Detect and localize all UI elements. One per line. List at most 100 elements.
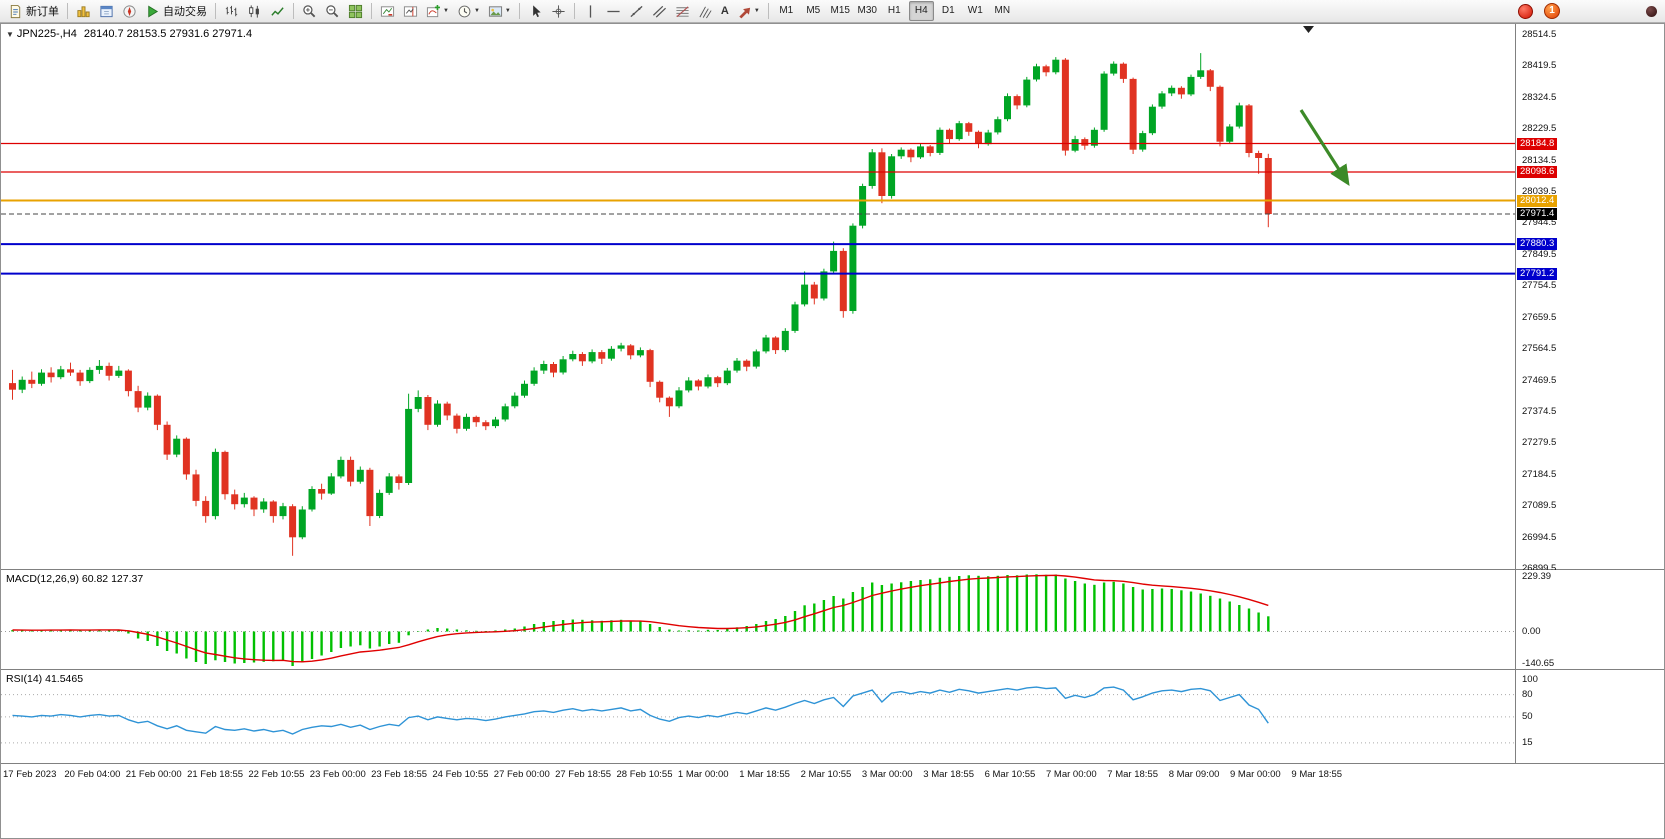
timeframe-bar: M1 M5 M15 M30 H1 H4 D1 W1 MN <box>773 1 1016 21</box>
time-axis-label: 27 Feb 18:55 <box>555 769 612 780</box>
cursor-icon <box>533 4 541 17</box>
time-axis-label: 23 Feb 00:00 <box>309 769 366 780</box>
time-axis-label: 21 Feb 00:00 <box>125 769 182 780</box>
time-axis-label: 1 Mar 00:00 <box>677 769 729 780</box>
price-axis-label: 28514.5 <box>1522 28 1557 40</box>
rsi-value: 41.5465 <box>45 673 84 685</box>
tile-windows-button[interactable] <box>345 1 366 21</box>
trend-arrow-annotation <box>1299 109 1350 187</box>
price-chart[interactable] <box>1 24 1516 569</box>
time-axis-label: 9 Mar 18:55 <box>1291 769 1343 780</box>
data-window-button[interactable] <box>96 1 117 21</box>
chart-shift-button[interactable] <box>400 1 421 21</box>
macd-chart[interactable] <box>1 570 1516 669</box>
auto-scroll-button[interactable] <box>377 1 398 21</box>
line-chart-button[interactable] <box>267 1 288 21</box>
timeframe-button-m1[interactable]: M1 <box>779 5 794 16</box>
time-axis-label: 3 Mar 18:55 <box>923 769 974 780</box>
market-watch-icon <box>77 5 90 17</box>
vertical-line-button[interactable] <box>580 1 601 21</box>
macd-axis[interactable]: 229.39 0.00 -140.65 <box>1515 570 1664 669</box>
candlestick-chart-button[interactable] <box>244 1 265 21</box>
time-axis[interactable]: 17 Feb 2023 20 Feb 04:00 21 Feb 00:00 21 Fe… <box>1 764 1664 788</box>
time-axis-label: 2 Mar 10:55 <box>800 769 852 780</box>
timeframe-button-mn[interactable]: MN <box>994 5 1011 16</box>
market-watch-button[interactable] <box>73 1 94 21</box>
symbol-period-label: JPN225-,H4 <box>16 28 77 40</box>
zoom-out-button[interactable] <box>322 1 343 21</box>
new-order-button[interactable]: 新订单 <box>5 1 62 21</box>
ohlc-values: 28140.7 28153.5 27931.6 27971.4 <box>83 28 253 40</box>
autotrading-button[interactable]: 自动交易 <box>142 1 210 21</box>
chevron-down-icon: ▼ <box>443 8 449 14</box>
time-axis-label: 6 Mar 10:55 <box>984 769 1036 780</box>
time-axis-label: 3 Mar 00:00 <box>861 769 913 780</box>
fibonacci-button[interactable] <box>672 1 693 21</box>
timeframe-button-w1[interactable]: W1 <box>967 5 983 16</box>
time-axis-label: 7 Mar 18:55 <box>1107 769 1158 780</box>
macd-signal-value: 127.37 <box>111 573 144 585</box>
time-axis-label: 28 Feb 10:55 <box>616 769 673 780</box>
channel-button[interactable] <box>649 1 670 21</box>
chart-window: 28514.5 28419.5 28324.5 28229.5 28134.5 28039… <box>0 23 1665 839</box>
pitchfork-button[interactable] <box>695 1 716 21</box>
navigator-icon <box>123 4 136 18</box>
autotrading-label: 自动交易 <box>163 6 207 18</box>
rsi-axis-label: 100 <box>1522 674 1538 686</box>
price-tag: 27880.3 <box>1517 238 1558 251</box>
periods-button[interactable]: ▼ <box>454 1 483 21</box>
timeframe-button-d1[interactable]: D1 <box>941 5 955 16</box>
toolbar-separator <box>215 3 216 19</box>
crosshair-button[interactable] <box>548 1 569 21</box>
timeframe-button-h1[interactable]: H1 <box>887 5 901 16</box>
price-axis-label: 27184.5 <box>1522 468 1557 480</box>
price-axis-label: 28324.5 <box>1522 91 1557 103</box>
price-axis-label: 27754.5 <box>1522 280 1557 292</box>
horizontal-line-button[interactable] <box>603 1 624 21</box>
overflow-icon[interactable] <box>1646 5 1657 17</box>
time-axis-label: 7 Mar 00:00 <box>1046 769 1097 780</box>
macd-value: 60.82 <box>81 573 109 585</box>
rsi-chart[interactable] <box>1 670 1516 763</box>
cursor-button[interactable] <box>525 1 546 21</box>
price-axis-label: 28229.5 <box>1522 123 1557 135</box>
candlestick-chart-icon <box>249 4 259 18</box>
price-axis-label: 27469.5 <box>1522 374 1557 386</box>
zoom-in-button[interactable] <box>299 1 320 21</box>
symbol-dropdown-icon[interactable]: ▼ <box>6 30 14 39</box>
bar-chart-button[interactable] <box>221 1 242 21</box>
trendline-button[interactable] <box>626 1 647 21</box>
templates-icon <box>488 5 502 17</box>
price-axis-label: 27374.5 <box>1522 405 1557 417</box>
toolbar-right: 1 <box>1518 3 1661 19</box>
rsi-axis[interactable]: 100 80 50 15 <box>1515 670 1664 763</box>
alert-icon[interactable] <box>1518 3 1533 19</box>
price-axis-label: 27564.5 <box>1522 343 1557 355</box>
timeframe-button-h4[interactable]: H4 <box>908 1 934 21</box>
timeframe-button-m15[interactable]: M15 <box>830 5 850 16</box>
macd-axis-label: 229.39 <box>1522 571 1552 582</box>
chevron-down-icon: ▼ <box>504 8 511 14</box>
price-axis-label: 28419.5 <box>1522 60 1557 72</box>
text-tool-icon: A <box>720 5 729 17</box>
price-axis-label: 26994.5 <box>1522 531 1557 543</box>
templates-button[interactable]: ▼ <box>485 1 514 21</box>
timeframe-button-m5[interactable]: M5 <box>806 5 821 16</box>
price-axis[interactable]: 28514.5 28419.5 28324.5 28229.5 28134.5 28039… <box>1515 24 1664 574</box>
time-axis-label: 20 Feb 04:00 <box>64 769 121 780</box>
text-tool-button[interactable]: A <box>718 1 732 21</box>
auto-scroll-icon <box>380 5 395 17</box>
autotrading-play-icon <box>148 5 159 17</box>
time-axis-label: 23 Feb 18:55 <box>371 769 428 780</box>
indicators-button[interactable]: ▼ <box>423 1 452 21</box>
notification-badge[interactable]: 1 <box>1544 3 1560 19</box>
arrows-tool-button[interactable]: ▼ <box>734 1 763 21</box>
arrow-tool-icon <box>739 7 750 18</box>
navigator-button[interactable] <box>119 1 140 21</box>
horizontal-line-icon <box>607 10 620 12</box>
price-axis-label: 27944.5 <box>1522 217 1557 229</box>
chart-shift-icon <box>403 5 418 17</box>
timeframe-button-m30[interactable]: M30 <box>857 5 877 16</box>
price-axis-label: 27659.5 <box>1522 311 1557 323</box>
